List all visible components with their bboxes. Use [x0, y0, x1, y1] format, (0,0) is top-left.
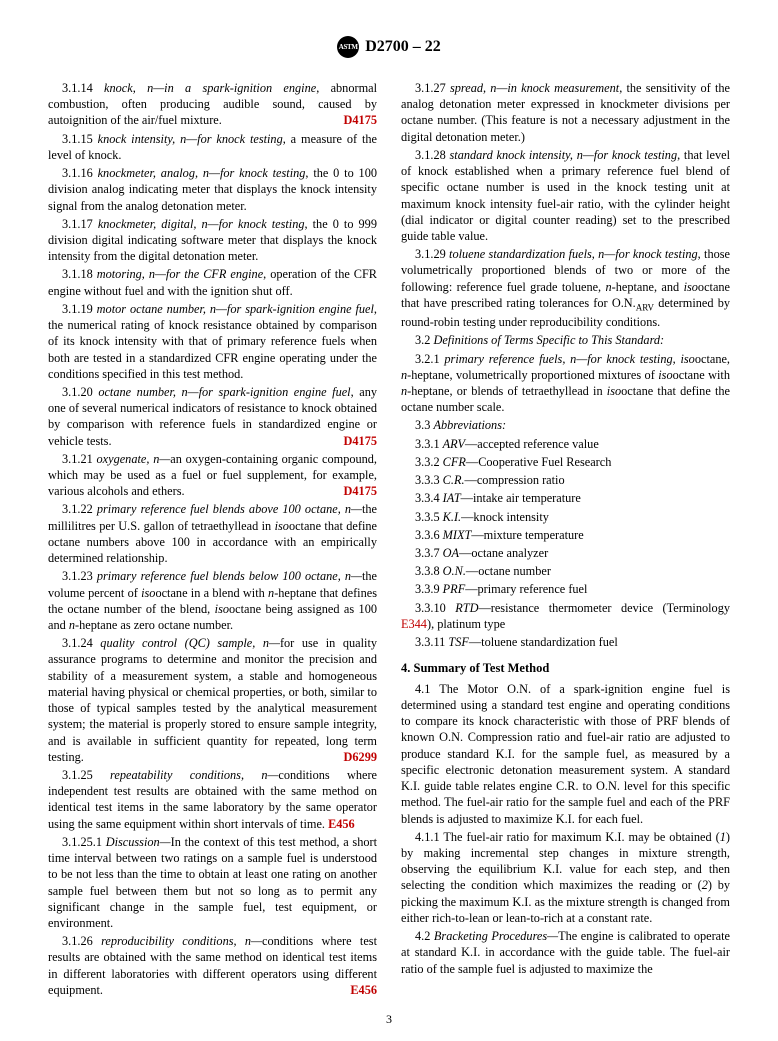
abbr-cfr: 3.3.2 CFR—Cooperative Fuel Research — [401, 454, 730, 470]
def-3-1-27: 3.1.27 spread, n—in knock measurement, t… — [401, 80, 730, 145]
abbr-oa: 3.3.7 OA—octane analyzer — [401, 545, 730, 561]
ref-d4175: D4175 — [344, 112, 377, 128]
ref-e344: E344 — [401, 617, 427, 631]
ref-d4175: D4175 — [344, 483, 377, 499]
abbr-prf: 3.3.9 PRF—primary reference fuel — [401, 581, 730, 597]
def-3-1-16: 3.1.16 knockmeter, analog, n—for knock t… — [48, 165, 377, 214]
def-3-1-28: 3.1.28 standard knock intensity, n—for k… — [401, 147, 730, 244]
sec-4-heading: 4. Summary of Test Method — [401, 660, 730, 677]
ref-d6299: D6299 — [344, 749, 377, 765]
sec-3-2: 3.2 Definitions of Terms Specific to Thi… — [401, 332, 730, 348]
abbr-tsf: 3.3.11 TSF—toluene standardization fuel — [401, 634, 730, 650]
page-number: 3 — [0, 1012, 778, 1027]
page: ASTM D2700 – 22 3.1.14 knock, n—in a spa… — [0, 0, 778, 1041]
abbr-iat: 3.3.4 IAT—intake air temperature — [401, 490, 730, 506]
abbr-mixt: 3.3.6 MIXT—mixture temperature — [401, 527, 730, 543]
def-3-1-25-1: 3.1.25.1 Discussion—In the context of th… — [48, 834, 377, 931]
abbr-arv: 3.3.1 ARV—accepted reference value — [401, 436, 730, 452]
ref-e456: E456 — [350, 982, 377, 998]
def-3-1-20: 3.1.20 octane number, n—for spark-igniti… — [48, 384, 377, 449]
abbr-rtd: 3.3.10 RTD—resistance thermometer device… — [401, 600, 730, 632]
abbr-cr: 3.3.3 C.R.—compression ratio — [401, 472, 730, 488]
def-3-1-24: 3.1.24 quality control (QC) sample, n—fo… — [48, 635, 377, 765]
def-3-1-14: 3.1.14 knock, n—in a spark-ignition engi… — [48, 80, 377, 129]
astm-logo-icon: ASTM — [337, 36, 359, 58]
para-4-2: 4.2 Bracketing Procedures—The engine is … — [401, 928, 730, 977]
ref-e456: E456 — [328, 817, 355, 831]
para-4-1-1: 4.1.1 The fuel-air ratio for maximum K.I… — [401, 829, 730, 926]
page-header: ASTM D2700 – 22 — [48, 36, 730, 58]
body-columns: 3.1.14 knock, n—in a spark-ignition engi… — [48, 80, 730, 998]
def-3-1-25: 3.1.25 repeatability conditions, n—condi… — [48, 767, 377, 832]
def-3-1-17: 3.1.17 knockmeter, digital, n—for knock … — [48, 216, 377, 265]
def-3-1-18: 3.1.18 motoring, n—for the CFR engine, o… — [48, 266, 377, 298]
def-3-1-19: 3.1.19 motor octane number, n—for spark-… — [48, 301, 377, 382]
def-3-1-23: 3.1.23 primary reference fuel blends bel… — [48, 568, 377, 633]
def-3-1-15: 3.1.15 knock intensity, n—for knock test… — [48, 131, 377, 163]
standard-designation: D2700 – 22 — [365, 38, 441, 56]
abbr-on: 3.3.8 O.N.—octane number — [401, 563, 730, 579]
ref-d4175: D4175 — [344, 433, 377, 449]
para-4-1: 4.1 The Motor O.N. of a spark-ignition e… — [401, 681, 730, 827]
def-3-1-22: 3.1.22 primary reference fuel blends abo… — [48, 501, 377, 566]
def-3-1-26: 3.1.26 reproducibility conditions, n—con… — [48, 933, 377, 998]
def-3-1-21: 3.1.21 oxygenate, n—an oxygen-containing… — [48, 451, 377, 500]
def-3-1-29: 3.1.29 toluene standardization fuels, n—… — [401, 246, 730, 330]
sec-3-3: 3.3 Abbreviations: — [401, 417, 730, 433]
def-3-2-1: 3.2.1 primary reference fuels, n—for kno… — [401, 351, 730, 416]
abbr-ki: 3.3.5 K.I.—knock intensity — [401, 509, 730, 525]
